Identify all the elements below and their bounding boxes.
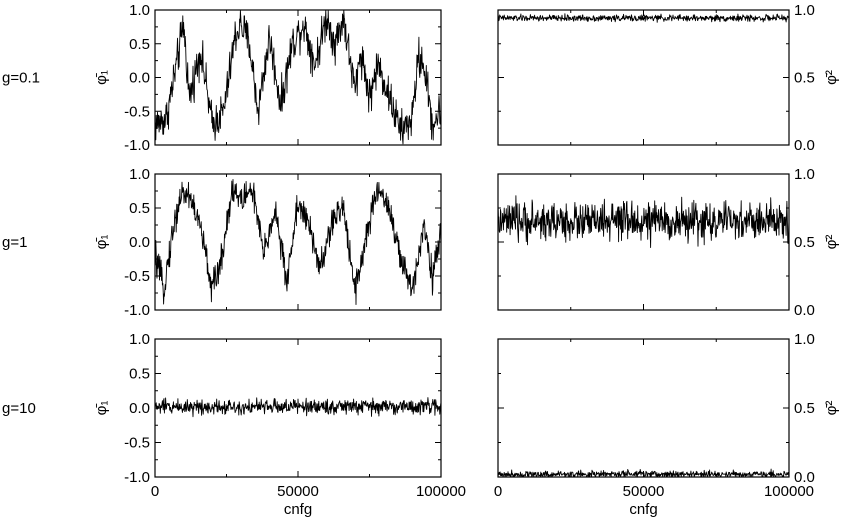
panel-1: 1.0 0.5 0.0 -0.5 -1.0 φ̄₁ g=0.1 bbox=[2, 2, 442, 154]
y-tick-label: 1.0 bbox=[129, 166, 150, 183]
y-axis-label: φ̄₁ bbox=[93, 70, 110, 85]
series-line bbox=[154, 9, 442, 145]
y-tick-label: 0.0 bbox=[129, 400, 150, 417]
y-axis-label: φ̄₁ bbox=[93, 235, 110, 250]
y-tick-label: 0.0 bbox=[129, 234, 150, 251]
x-tick-label: 0 bbox=[151, 483, 159, 500]
plot-frame bbox=[497, 9, 790, 146]
y-tick-label: 0.5 bbox=[129, 366, 150, 383]
panel-5: 1.0 0.5 0.0 -0.5 -1.00 50000 100000 cnfg φ̄₁ g=10 bbox=[2, 331, 466, 518]
y-tick-label: 0.5 bbox=[794, 234, 815, 251]
plot-frame bbox=[497, 338, 790, 478]
y-tick-label: 0.5 bbox=[794, 400, 815, 417]
y-axis-label: φ̄₁ bbox=[93, 401, 110, 416]
x-tick-label: 100000 bbox=[764, 483, 814, 500]
y-axis-label: φ̄² bbox=[823, 235, 840, 250]
x-tick-label: 0 bbox=[494, 483, 502, 500]
y-tick-label: 0.0 bbox=[129, 70, 150, 87]
y-tick-label: -0.5 bbox=[124, 435, 150, 452]
series-line bbox=[154, 397, 442, 418]
y-tick-label: -1.0 bbox=[124, 137, 150, 154]
y-tick-label: 0.0 bbox=[794, 137, 815, 154]
y-tick-label: -0.5 bbox=[124, 268, 150, 285]
panel-4: 1.0 0.5 0.0 φ̄² bbox=[497, 166, 840, 319]
panel-6: 1.0 0.5 0.0 0 50000 100000 cnfg φ̄² bbox=[494, 331, 840, 518]
y-axis-label: φ̄² bbox=[823, 401, 840, 416]
x-tick-label: 50000 bbox=[277, 483, 319, 500]
row-label: g=10 bbox=[2, 400, 36, 417]
y-tick-label: 0.0 bbox=[794, 302, 815, 319]
series-line bbox=[154, 179, 442, 305]
y-axis-label: φ̄² bbox=[823, 70, 840, 85]
panel-2: 1.0 0.5 0.0 φ̄² bbox=[497, 2, 840, 154]
y-tick-label: 1.0 bbox=[129, 2, 150, 19]
y-tick-label: 0.5 bbox=[129, 36, 150, 53]
y-tick-label: -1.0 bbox=[124, 302, 150, 319]
row-label: g=1 bbox=[2, 234, 27, 251]
y-tick-label: -1.0 bbox=[124, 469, 150, 486]
y-tick-label: 1.0 bbox=[794, 166, 815, 183]
row-label: g=0.1 bbox=[2, 70, 40, 87]
y-tick-label: 1.0 bbox=[794, 2, 815, 19]
x-tick-label: 50000 bbox=[623, 483, 665, 500]
y-tick-label: 0.0 bbox=[794, 469, 815, 486]
series-line bbox=[497, 13, 790, 23]
y-tick-label: 0.5 bbox=[129, 200, 150, 217]
x-axis-label: cnfg bbox=[284, 501, 312, 518]
series-line bbox=[497, 195, 790, 248]
x-axis-label: cnfg bbox=[629, 501, 657, 518]
y-tick-label: 1.0 bbox=[794, 331, 815, 348]
y-tick-label: 0.5 bbox=[794, 70, 815, 87]
y-tick-label: 1.0 bbox=[129, 331, 150, 348]
panel-3: 1.0 0.5 0.0 -0.5 -1.0 φ̄₁ g=1 bbox=[2, 166, 442, 319]
x-tick-label: 100000 bbox=[416, 483, 466, 500]
y-tick-label: -0.5 bbox=[124, 103, 150, 120]
plot-frame bbox=[497, 173, 790, 311]
